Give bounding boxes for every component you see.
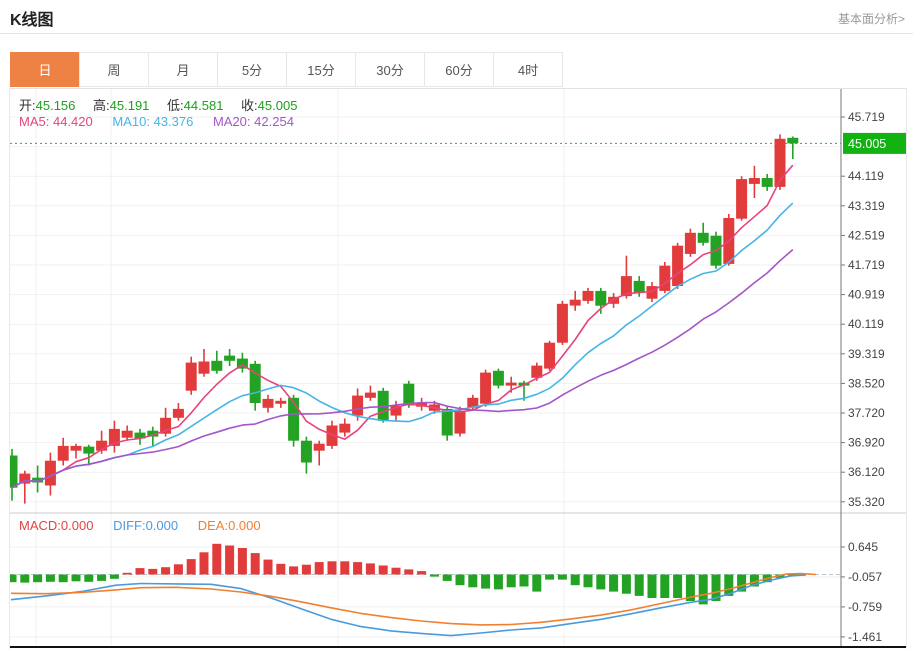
svg-text:37.720: 37.720 xyxy=(848,406,885,420)
svg-text:43.319: 43.319 xyxy=(848,199,885,213)
svg-text:44.119: 44.119 xyxy=(848,169,884,183)
svg-text:-1.461: -1.461 xyxy=(848,630,882,644)
svg-text:0.645: 0.645 xyxy=(848,540,878,554)
kline-chart-canvas[interactable]: 45.719 44.119 43.319 42.519 41.719 40.919 40.1… xyxy=(10,89,906,649)
svg-text:40.119: 40.119 xyxy=(848,317,884,331)
period-tab-bar: 日周月 5分 15分 30分 60分 4时 xyxy=(10,52,563,87)
low-value: 44.581 xyxy=(183,98,224,113)
svg-text:42.519: 42.519 xyxy=(848,228,885,242)
high-label: 高: xyxy=(93,98,110,113)
open-label: 开: xyxy=(19,98,36,113)
tab-month[interactable]: 月 xyxy=(148,52,218,87)
svg-text:40.919: 40.919 xyxy=(848,288,885,302)
page-title: K线图 xyxy=(10,12,54,29)
kline-chart-container: 开:45.156 高:45.191 低:44.581 收:45.005 MA5:… xyxy=(9,88,907,649)
svg-text:36.120: 36.120 xyxy=(848,465,885,479)
low-label: 低: xyxy=(167,98,184,113)
svg-text:-0.057: -0.057 xyxy=(848,570,882,584)
svg-text:-0.759: -0.759 xyxy=(848,600,882,614)
tab-day[interactable]: 日 xyxy=(10,52,80,87)
svg-text:41.719: 41.719 xyxy=(848,258,885,272)
dea-value: DEA:0.000 xyxy=(197,518,261,533)
tab-4hour[interactable]: 4时 xyxy=(493,52,563,87)
open-value: 45.156 xyxy=(35,98,76,113)
fundamental-analysis-link[interactable]: 基本面分析> xyxy=(837,12,905,26)
ma10-label: MA10: 43.376 xyxy=(112,114,194,129)
ma-readout: MA5: 44.420 MA10: 43.376 MA20: 42.254 xyxy=(19,114,294,129)
svg-text:35.320: 35.320 xyxy=(848,495,885,509)
svg-text:36.920: 36.920 xyxy=(848,436,885,450)
tab-60min[interactable]: 60分 xyxy=(424,52,494,87)
macd-value: MACD:0.000 xyxy=(19,518,94,533)
tab-week[interactable]: 周 xyxy=(79,52,149,87)
diff-value: DIFF:0.000 xyxy=(113,518,179,533)
ma20-label: MA20: 42.254 xyxy=(212,114,294,129)
svg-text:45.005: 45.005 xyxy=(848,137,886,151)
header: K线图 基本面分析> xyxy=(0,0,913,34)
svg-text:45.719: 45.719 xyxy=(848,110,885,124)
close-label: 收: xyxy=(241,98,258,113)
close-value: 45.005 xyxy=(257,98,298,113)
tab-30min[interactable]: 30分 xyxy=(355,52,425,87)
ohlc-readout: 开:45.156 高:45.191 低:44.581 收:45.005 xyxy=(19,95,297,114)
svg-text:38.520: 38.520 xyxy=(848,376,885,390)
tab-15min[interactable]: 15分 xyxy=(286,52,356,87)
svg-text:39.319: 39.319 xyxy=(848,347,885,361)
macd-readout: MACD:0.000 DIFF:0.000 DEA:0.000 xyxy=(19,518,261,533)
ma5-label: MA5: 44.420 xyxy=(19,114,93,129)
high-value: 45.191 xyxy=(109,98,150,113)
tab-5min[interactable]: 5分 xyxy=(217,52,287,87)
